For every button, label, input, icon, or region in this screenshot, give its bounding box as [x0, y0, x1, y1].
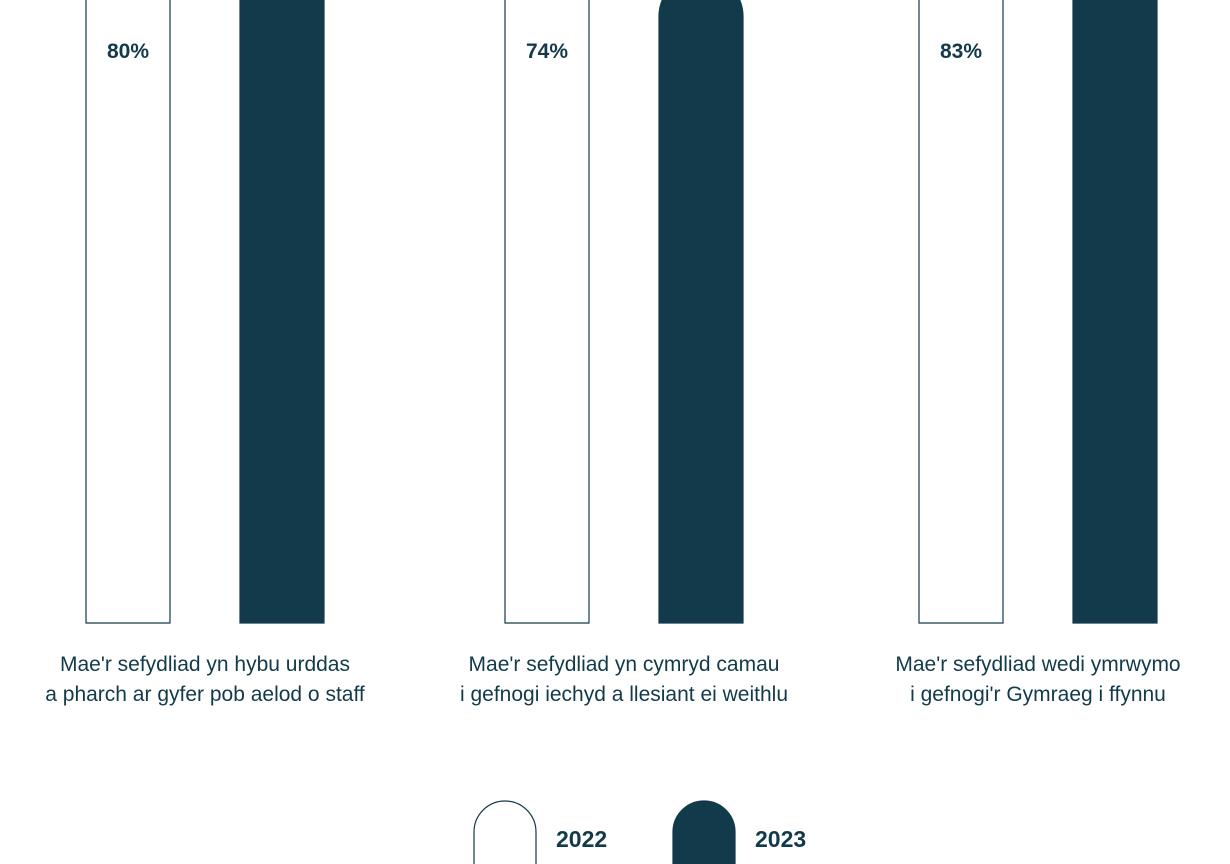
bar-2023	[240, 0, 324, 623]
data-label: 80%	[261, 40, 303, 63]
legend-swatch-2023	[673, 801, 735, 864]
legend: 2022 2023	[474, 801, 806, 864]
legend-swatch-2022	[474, 801, 536, 864]
data-label: 74%	[526, 40, 568, 63]
labels-layer: 80% 80% Mae'r sefydliad yn hybu urddas a ph…	[45, 40, 1180, 706]
category-label: Mae'r sefydliad yn cymryd camau	[469, 653, 780, 676]
bar-2023	[659, 0, 743, 623]
data-label: 83%	[940, 40, 982, 63]
bar-2022	[919, 0, 1003, 623]
data-label: 72%	[680, 40, 722, 63]
legend-label: 2023	[755, 826, 806, 852]
bar-2022	[86, 0, 170, 623]
category-label: i gefnogi'r Gymraeg i ffynnu	[910, 683, 1166, 706]
legend-label: 2022	[556, 826, 607, 852]
bars-layer	[86, 0, 1158, 623]
data-label: 83%	[1094, 40, 1136, 63]
category-label: a pharch ar gyfer pob aelod o staff	[45, 683, 365, 706]
bar-2023	[1073, 0, 1157, 623]
category-label: Mae'r sefydliad yn hybu urddas	[60, 653, 350, 676]
category-label: i gefnogi iechyd a llesiant ei weithlu	[460, 683, 788, 706]
category-label: Mae'r sefydliad wedi ymrwymo	[895, 653, 1180, 676]
bar-2022	[505, 0, 589, 623]
data-label: 80%	[107, 40, 149, 63]
